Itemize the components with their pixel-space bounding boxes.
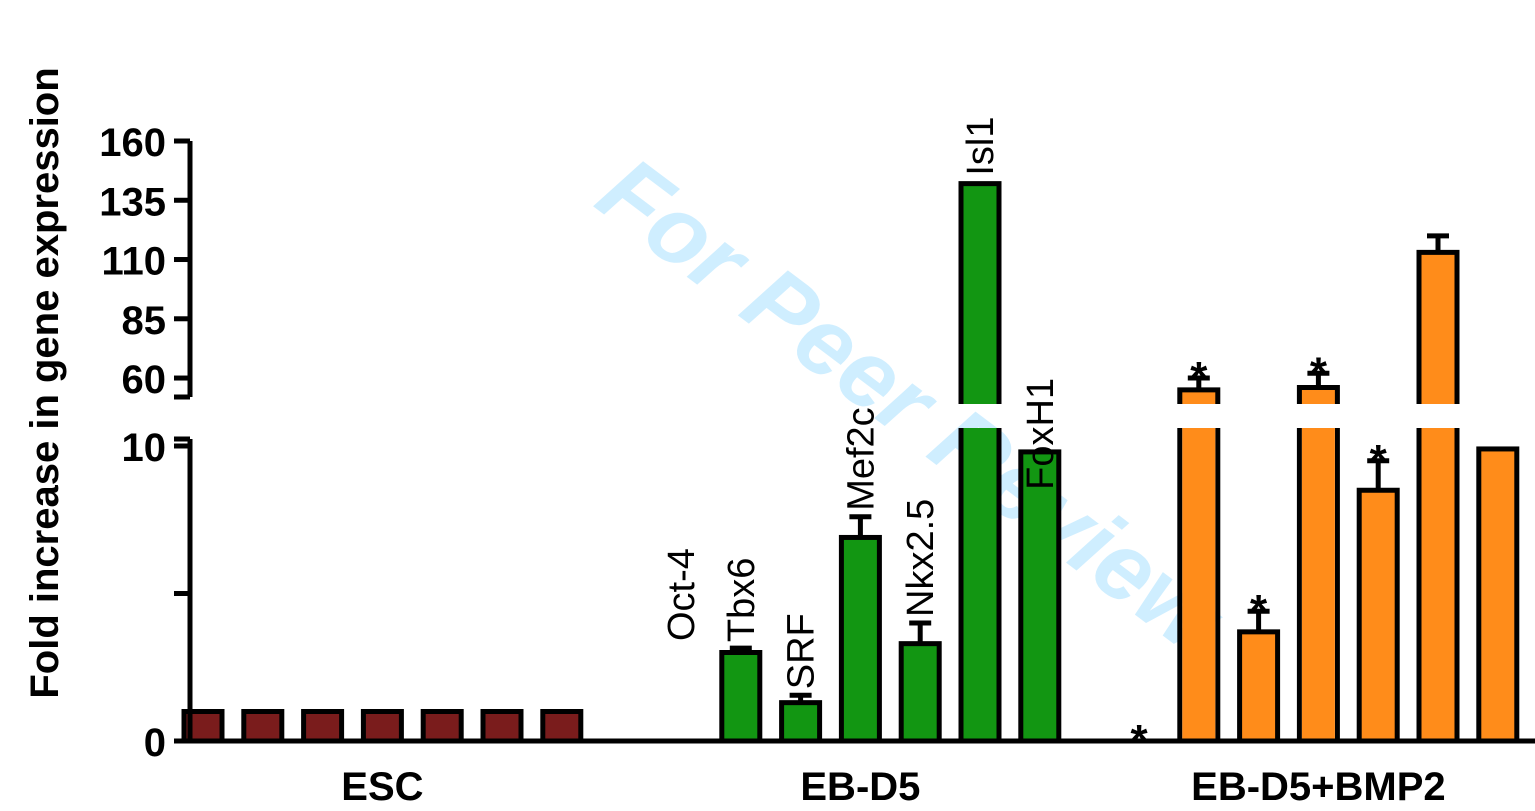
bar-0-6	[540, 709, 584, 744]
y-tick-label: 60	[122, 358, 167, 402]
bar-upper-2-5	[1416, 249, 1460, 404]
bar-lower-2-3	[1301, 428, 1335, 741]
bar-2-2	[1237, 629, 1281, 744]
bar-upper-2-3	[1296, 385, 1340, 404]
group-label: EB-D5	[800, 765, 920, 809]
gene-label-nkx2-5: Nkx2.5	[900, 499, 942, 617]
gene-label-tbx6: Tbx6	[721, 558, 763, 642]
bar-1-3	[838, 534, 882, 744]
y-tick-label: 10	[122, 426, 167, 470]
significance-asterisk: *	[1370, 436, 1388, 485]
y-tick-label: 110	[101, 240, 166, 284]
significance-asterisk: *	[1310, 348, 1328, 397]
group-label: ESC	[341, 765, 423, 809]
bars-layer	[181, 181, 1520, 744]
gene-label-isl1: Isl1	[960, 117, 1002, 176]
bar-lower-edge-2-5	[1416, 428, 1460, 741]
y-axis-title: Fold increase in gene expression	[23, 67, 67, 698]
labels-layer: Oct-4 Tbx6 SRF Mef2c Nkx2.5 Isl1 FoxH1 * * * * *	[661, 117, 1388, 765]
bar-lower-edge-1-5	[958, 428, 1002, 741]
gene-label-foxh1: FoxH1	[1020, 378, 1062, 490]
bar-0-2	[301, 709, 345, 744]
bar-1-4	[898, 641, 942, 744]
gene-label-oct-4: Oct-4	[661, 548, 703, 641]
bar-1-1	[719, 650, 763, 744]
bar-2-4	[1356, 487, 1400, 744]
gene-label-mef2c: Mef2c	[840, 407, 882, 510]
bar-upper-1-5	[958, 181, 1002, 404]
axis-layer: 0 10 60 85 110 135 160 Fold increase in gene ex…	[23, 67, 1535, 809]
y-tick-label: 160	[99, 121, 166, 165]
bar-0-4	[420, 709, 464, 744]
y-tick-label: 85	[122, 299, 167, 343]
significance-asterisk: *	[1130, 716, 1148, 765]
group-label: EB-D5+BMP2	[1191, 765, 1446, 809]
bar-lower-edge-2-3	[1296, 428, 1340, 741]
y-tick-label: 135	[99, 180, 166, 224]
bar-lower-edge-2-1	[1177, 428, 1221, 741]
bar-1-2	[779, 700, 823, 744]
significance-asterisk: *	[1250, 586, 1268, 635]
significance-asterisk: *	[1190, 353, 1208, 402]
bar-0-5	[480, 709, 524, 744]
bar-upper-2-1	[1177, 387, 1221, 404]
bar-lower-1-5	[963, 428, 997, 741]
gene-label-srf: SRF	[781, 613, 823, 689]
bar-lower-2-5	[1421, 428, 1455, 741]
bar-lower-2-1	[1182, 428, 1216, 741]
bar-1-6	[1018, 449, 1062, 744]
bar-2-6	[1476, 446, 1520, 744]
y-tick-label: 0	[144, 721, 166, 765]
bar-0-1	[241, 709, 285, 744]
bar-0-3	[360, 709, 404, 744]
